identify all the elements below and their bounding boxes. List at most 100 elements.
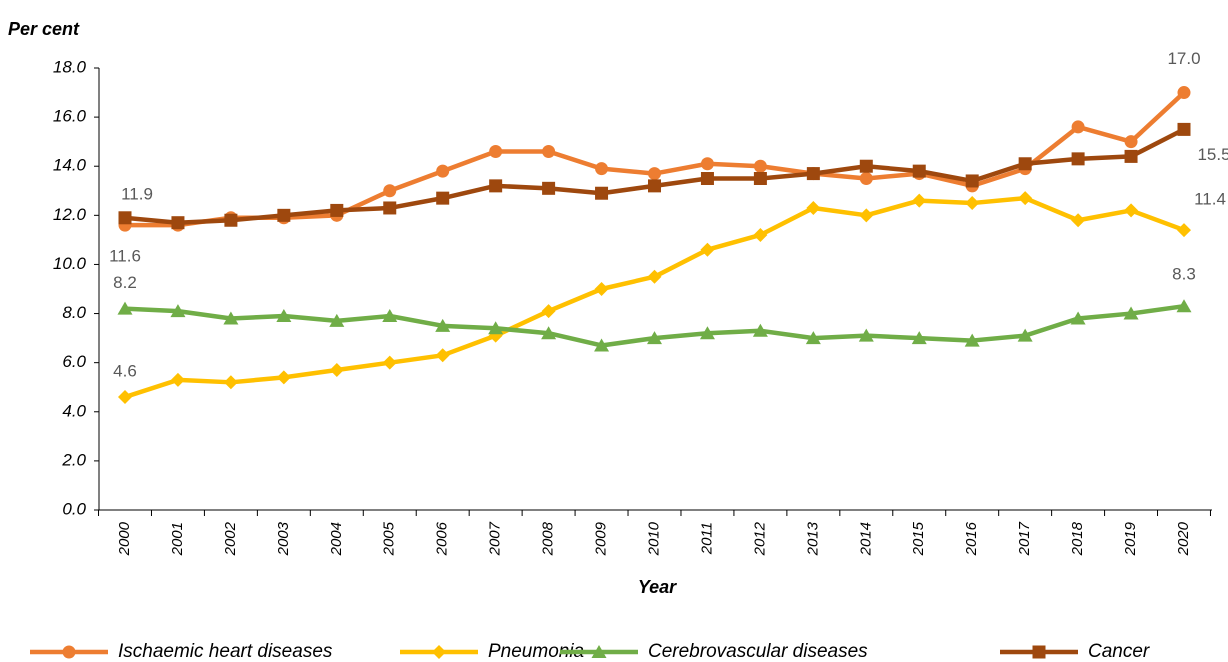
x-tick-label: 2011 bbox=[698, 522, 715, 555]
data-label: 4.6 bbox=[113, 362, 137, 381]
data-point bbox=[330, 203, 344, 217]
y-tick-label: 14.0 bbox=[53, 156, 87, 175]
data-point bbox=[224, 213, 238, 227]
data-point bbox=[276, 370, 291, 385]
data-point bbox=[1176, 299, 1192, 313]
data-point bbox=[223, 375, 238, 390]
x-axis-title: Year bbox=[638, 577, 677, 597]
data-point bbox=[858, 328, 874, 342]
data-point bbox=[648, 167, 661, 181]
data-point bbox=[699, 326, 715, 340]
data-point bbox=[1177, 86, 1191, 100]
y-tick-label: 18.0 bbox=[53, 57, 87, 76]
x-tick-label: 2009 bbox=[593, 521, 610, 556]
legend-marker bbox=[432, 645, 446, 659]
y-tick-label: 16.0 bbox=[53, 107, 87, 126]
data-point bbox=[171, 216, 185, 230]
data-point bbox=[277, 208, 291, 222]
data-point bbox=[1123, 306, 1139, 320]
x-tick-label: 2015 bbox=[910, 521, 927, 556]
x-tick-label: 2001 bbox=[169, 522, 186, 556]
data-point bbox=[965, 196, 980, 211]
data-point bbox=[1018, 191, 1033, 206]
data-point bbox=[965, 174, 979, 188]
data-point bbox=[912, 193, 927, 208]
data-label: 11.6 bbox=[109, 247, 141, 266]
data-point bbox=[1017, 328, 1033, 342]
legend-label: Cancer bbox=[1088, 641, 1150, 662]
data-point bbox=[382, 355, 397, 370]
y-tick-label: 0.0 bbox=[62, 499, 86, 518]
x-tick-label: 2014 bbox=[857, 522, 874, 556]
data-point bbox=[542, 181, 556, 195]
data-point bbox=[117, 301, 133, 315]
data-point bbox=[542, 144, 556, 158]
y-tick-label: 4.0 bbox=[62, 401, 86, 420]
y-tick-label: 8.0 bbox=[62, 303, 86, 322]
data-point bbox=[594, 282, 609, 296]
data-point bbox=[382, 309, 398, 323]
data-point bbox=[595, 186, 609, 200]
data-point bbox=[118, 390, 132, 405]
data-point bbox=[118, 211, 132, 225]
x-tick-label: 2016 bbox=[963, 521, 980, 556]
data-point bbox=[276, 309, 292, 323]
data-point bbox=[1177, 223, 1191, 238]
data-point bbox=[700, 172, 714, 185]
data-point bbox=[329, 363, 344, 378]
data-point bbox=[1071, 120, 1085, 134]
data-point bbox=[489, 144, 503, 158]
x-tick-label: 2000 bbox=[116, 521, 133, 556]
data-point bbox=[753, 172, 767, 185]
data-point bbox=[595, 162, 609, 176]
x-tick-label: 2004 bbox=[328, 522, 345, 556]
data-point bbox=[383, 184, 397, 198]
data-point bbox=[1071, 152, 1085, 166]
data-point bbox=[859, 172, 873, 185]
data-point bbox=[805, 331, 821, 345]
data-point bbox=[1124, 203, 1139, 218]
data-label: 8.2 bbox=[113, 273, 137, 292]
data-point bbox=[489, 179, 503, 193]
y-axis-title: Per cent bbox=[8, 19, 80, 39]
legend-label: Ischaemic heart diseases bbox=[118, 641, 333, 662]
data-point bbox=[911, 331, 927, 345]
data-point bbox=[753, 227, 768, 242]
y-tick-label: 12.0 bbox=[53, 205, 87, 224]
x-tick-label: 2005 bbox=[381, 521, 398, 556]
data-point bbox=[435, 318, 451, 332]
data-point bbox=[435, 348, 450, 363]
legend-label: Cerebrovascular diseases bbox=[648, 641, 868, 662]
data-point bbox=[700, 157, 714, 171]
x-tick-label: 2017 bbox=[1016, 521, 1033, 556]
y-tick-label: 10.0 bbox=[53, 254, 87, 273]
data-point bbox=[383, 201, 397, 215]
data-label: 11.4 bbox=[1194, 190, 1226, 209]
data-point bbox=[329, 313, 345, 327]
x-tick-label: 2013 bbox=[804, 521, 821, 556]
data-point bbox=[541, 304, 556, 319]
data-point bbox=[223, 311, 239, 325]
data-label: 8.3 bbox=[1172, 265, 1196, 284]
data-point bbox=[170, 372, 185, 387]
legend-marker bbox=[62, 645, 76, 659]
data-point bbox=[964, 333, 980, 347]
data-point bbox=[700, 242, 715, 257]
data-point bbox=[170, 304, 186, 318]
legend-marker bbox=[1032, 645, 1046, 659]
data-point bbox=[806, 167, 820, 181]
data-point bbox=[1177, 122, 1191, 136]
data-point bbox=[859, 208, 874, 223]
data-label: 11.9 bbox=[121, 184, 153, 203]
x-tick-label: 2003 bbox=[275, 521, 292, 556]
data-point bbox=[753, 159, 767, 173]
data-point bbox=[594, 338, 610, 352]
y-tick-label: 6.0 bbox=[62, 352, 86, 371]
data-point bbox=[648, 179, 661, 193]
data-label: 17.0 bbox=[1167, 49, 1200, 68]
data-point bbox=[806, 200, 821, 215]
data-point bbox=[647, 269, 662, 284]
data-point bbox=[859, 159, 873, 173]
x-tick-label: 2010 bbox=[645, 521, 662, 556]
